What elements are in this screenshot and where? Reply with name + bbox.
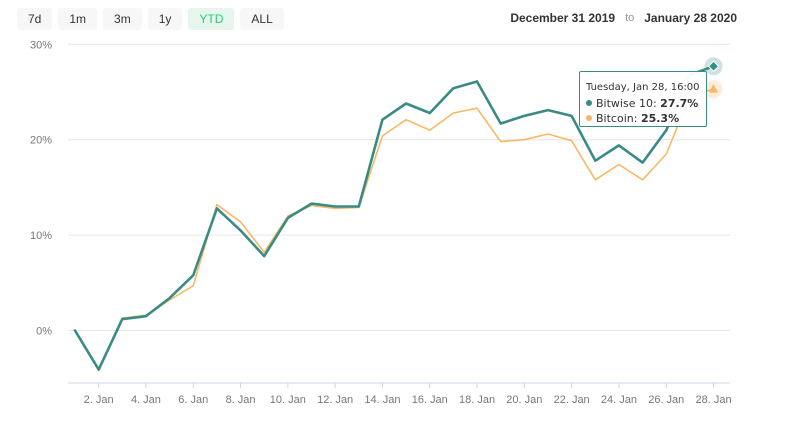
bitwise-hover-marker	[707, 60, 720, 72]
bitwise-10-series-line	[73, 65, 715, 371]
date-range-separator: to	[625, 12, 635, 24]
x-tick-label: 20. Jan	[506, 394, 542, 406]
x-tick-label: 26. Jan	[648, 394, 684, 406]
y-tick-label: 20%	[30, 135, 52, 147]
tooltip-title: Tuesday, Jan 28, 16:00	[586, 82, 700, 93]
x-tick-label: 24. Jan	[601, 394, 637, 406]
range-1y-button[interactable]: 1y	[147, 8, 183, 30]
x-tick-label: 18. Jan	[459, 394, 495, 406]
x-tick-label: 6. Jan	[178, 394, 208, 406]
range-3m-button[interactable]: 3m	[103, 8, 142, 30]
x-tick-label: 2. Jan	[84, 394, 114, 406]
y-tick-label: 30%	[30, 39, 52, 51]
x-tick-label: 14. Jan	[364, 394, 400, 406]
tooltip-row-bitwise: Bitwise 10: 27.7%	[586, 96, 700, 111]
bitcoin-series-line	[74, 88, 715, 371]
y-tick-label: 0%	[36, 326, 52, 338]
tooltip-bitwise-value: 27.7%	[660, 97, 699, 110]
tooltip-row-bitcoin: Bitcoin: 25.3%	[586, 111, 700, 126]
date-from[interactable]: December 31 2019	[510, 11, 616, 25]
x-tick-label: 12. Jan	[317, 394, 353, 406]
bitcoin-legend-dot	[586, 115, 592, 121]
date-to[interactable]: January 28 2020	[644, 11, 737, 25]
range-7d-button[interactable]: 7d	[17, 8, 53, 30]
x-tick-label: 4. Jan	[131, 394, 161, 406]
x-tick-label: 16. Jan	[412, 394, 448, 406]
tooltip-bitcoin-value: 25.3%	[640, 112, 680, 125]
range-selector: 7d 1m 3m 1y YTD ALL	[17, 8, 284, 30]
range-1m-button[interactable]: 1m	[58, 8, 98, 30]
chart-tooltip: Tuesday, Jan 28, 16:00 Bitwise 10: 27.7%…	[579, 71, 707, 127]
x-tick-label: 10. Jan	[270, 394, 306, 406]
bitwise-legend-dot	[586, 100, 592, 106]
tooltip-bitwise-label: Bitwise 10:	[596, 97, 657, 110]
range-ytd-button[interactable]: YTD	[188, 8, 235, 30]
x-tick-label: 22. Jan	[554, 394, 590, 406]
tooltip-bitcoin-label: Bitcoin:	[596, 112, 638, 125]
date-range: December 31 2019 to January 28 2020	[510, 10, 737, 26]
x-tick-label: 28. Jan	[696, 394, 732, 406]
x-tick-label: 8. Jan	[226, 394, 256, 406]
range-all-button[interactable]: ALL	[240, 8, 284, 30]
bitcoin-hover-marker	[709, 84, 719, 93]
y-tick-label: 10%	[30, 230, 52, 242]
